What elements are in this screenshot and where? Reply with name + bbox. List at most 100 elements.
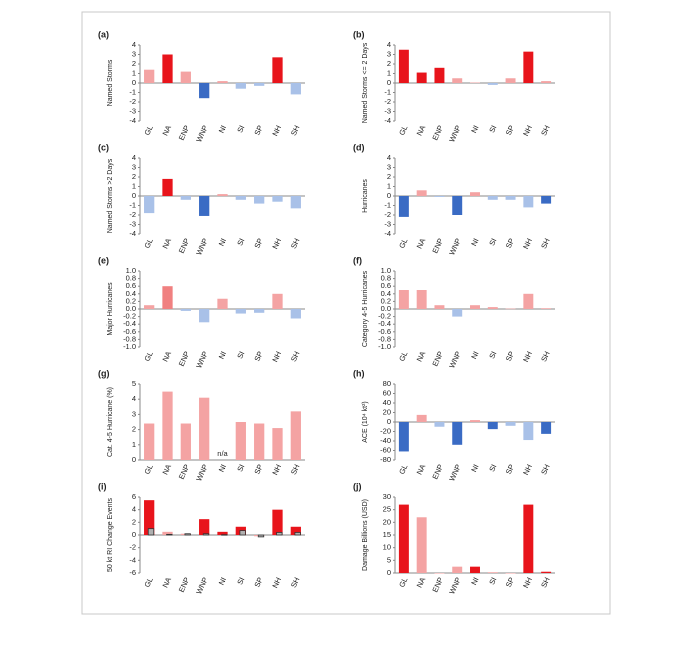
bar xyxy=(199,397,210,460)
y-tick-label: 0 xyxy=(387,417,391,426)
y-tick-label: -1.0 xyxy=(123,342,136,351)
bar xyxy=(290,526,301,535)
panel-title: (b) xyxy=(353,29,365,39)
y-axis-label: 50 kt RI Change Events xyxy=(107,498,114,572)
bar xyxy=(199,83,210,99)
x-tick-label: SI xyxy=(235,350,246,360)
x-tick-label: SI xyxy=(487,124,498,134)
x-tick-label: GL xyxy=(142,350,154,363)
bar xyxy=(162,391,173,460)
bar xyxy=(184,533,191,536)
bar xyxy=(523,504,534,573)
bar xyxy=(398,290,409,309)
bar xyxy=(162,54,173,83)
y-tick-label: -2 xyxy=(384,210,391,219)
x-tick-label: SP xyxy=(504,237,516,250)
x-tick-label: NA xyxy=(161,124,174,137)
y-tick-label: 60 xyxy=(383,388,391,397)
y-tick-label: 0.0 xyxy=(126,304,136,313)
bar xyxy=(541,196,552,204)
y-tick-label: 1.0 xyxy=(381,266,391,275)
x-tick-label: SP xyxy=(252,237,264,250)
y-tick-label: -2 xyxy=(129,97,136,106)
bar xyxy=(416,72,427,83)
bar xyxy=(144,196,155,214)
x-tick-label: NH xyxy=(521,576,534,590)
bar xyxy=(452,78,463,83)
bar xyxy=(541,571,552,573)
x-tick-label: GL xyxy=(142,463,154,476)
y-tick-label: -0.4 xyxy=(378,319,391,328)
y-tick-label: -6 xyxy=(129,568,136,577)
bar xyxy=(180,196,191,200)
y-tick-label: -0.2 xyxy=(378,312,391,321)
y-tick-label: 25 xyxy=(383,505,391,514)
y-tick-label: 5 xyxy=(132,379,136,388)
y-tick-label: -20 xyxy=(380,426,391,435)
bar xyxy=(217,531,228,535)
y-tick-label: 0.2 xyxy=(126,296,136,305)
y-tick-label: 0 xyxy=(132,191,136,200)
y-tick-label: 1 xyxy=(387,181,391,190)
x-tick-label: NI xyxy=(469,124,480,135)
y-tick-label: 2 xyxy=(387,59,391,68)
y-tick-label: 0.6 xyxy=(381,281,391,290)
x-tick-label: NI xyxy=(217,576,228,587)
x-tick-label: SI xyxy=(487,237,498,247)
x-tick-label: NH xyxy=(270,463,283,477)
bar xyxy=(290,196,301,209)
x-tick-label: NA xyxy=(161,350,174,363)
bar xyxy=(239,530,246,536)
x-tick-label: SP xyxy=(504,124,516,137)
bar xyxy=(398,49,409,83)
bar xyxy=(272,57,283,83)
bar xyxy=(434,67,445,83)
x-tick-label: SI xyxy=(235,124,246,134)
bar xyxy=(470,82,480,84)
y-tick-label: -4 xyxy=(129,555,136,564)
bar xyxy=(294,532,301,536)
y-tick-label: -2 xyxy=(129,543,136,552)
y-tick-label: 3 xyxy=(132,162,136,171)
x-tick-label: SP xyxy=(252,350,264,363)
y-tick-label: -4 xyxy=(384,229,391,238)
panel-title: (c) xyxy=(98,142,109,152)
bar xyxy=(235,422,246,460)
x-tick-label: SI xyxy=(487,576,498,586)
y-tick-label: -3 xyxy=(384,106,391,115)
y-tick-label: 80 xyxy=(383,379,391,388)
bar xyxy=(217,194,228,196)
bar xyxy=(398,196,409,217)
y-tick-label: -1.0 xyxy=(378,342,391,351)
y-axis-label: Major Hurricanes xyxy=(107,282,114,336)
y-tick-label: 5 xyxy=(387,555,391,564)
x-tick-label: NH xyxy=(270,576,283,590)
bar xyxy=(276,532,283,536)
x-tick-label: NI xyxy=(217,124,228,135)
y-axis-label: Damage Billions (USD) xyxy=(362,499,369,571)
y-tick-label: 0 xyxy=(387,191,391,200)
x-tick-label: NH xyxy=(270,350,283,364)
y-axis-label: Hurricanes xyxy=(362,179,369,213)
x-tick-label: SP xyxy=(504,350,516,363)
bar xyxy=(416,190,427,196)
x-tick-label: NH xyxy=(521,463,534,477)
bar xyxy=(523,196,534,208)
y-tick-label: 1 xyxy=(132,181,136,190)
y-tick-label: -1 xyxy=(384,200,391,209)
y-tick-label: 4 xyxy=(132,505,136,514)
y-tick-label: -0.6 xyxy=(123,327,136,336)
bar xyxy=(290,309,301,319)
y-tick-label: 3 xyxy=(387,49,391,58)
y-tick-label: 3 xyxy=(132,409,136,418)
x-tick-label: NI xyxy=(217,463,228,474)
bar xyxy=(162,286,173,309)
bar xyxy=(235,83,246,89)
x-tick-label: ENP xyxy=(430,350,445,368)
x-tick-label: SH xyxy=(289,576,302,589)
bar xyxy=(452,196,463,215)
y-tick-label: 4 xyxy=(132,394,136,403)
bar xyxy=(434,196,445,197)
x-tick-label: ENP xyxy=(430,237,445,255)
y-tick-label: 0.6 xyxy=(126,281,136,290)
